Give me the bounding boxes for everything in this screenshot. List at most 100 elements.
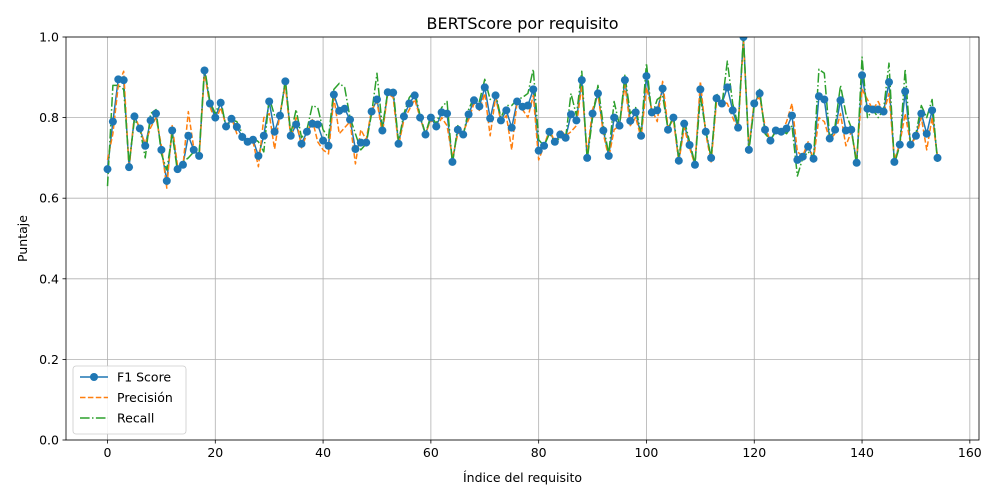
x-tick-label: 60 — [423, 445, 439, 460]
f1-score-point — [232, 122, 241, 131]
y-tick-label: 1.0 — [39, 30, 59, 45]
f1-score-point — [189, 145, 198, 154]
f1-score-point — [319, 136, 328, 145]
y-tick-label: 0.8 — [39, 110, 59, 125]
f1-score-point — [766, 136, 775, 145]
f1-score-point — [292, 120, 301, 129]
f1-score-point — [750, 99, 759, 108]
f1-score-point — [340, 104, 349, 113]
x-tick-label: 160 — [958, 445, 982, 460]
f1-score-point — [475, 102, 484, 111]
f1-score-point — [103, 165, 112, 174]
f1-score-point — [222, 122, 231, 131]
f1-score-point — [507, 123, 516, 132]
f1-score-point — [125, 163, 134, 172]
f1-score-point — [820, 95, 829, 104]
f1-score-point — [701, 127, 710, 136]
f1-score-point — [389, 88, 398, 97]
f1-score-point — [119, 76, 128, 85]
f1-score-point — [486, 114, 495, 123]
f1-score-point — [362, 138, 371, 147]
x-axis-label: Índice del requisito — [463, 470, 582, 485]
f1-score-point — [928, 106, 937, 115]
f1-score-point — [577, 76, 586, 85]
f1-score-point — [620, 76, 629, 85]
f1-score-point — [890, 157, 899, 166]
f1-score-point — [469, 96, 478, 105]
legend-label: Precisión — [117, 390, 173, 405]
legend-box — [72, 365, 187, 435]
f1-score-point — [858, 71, 867, 80]
f1-score-point — [782, 124, 791, 133]
f1-score-point — [933, 153, 942, 162]
series-line-precisi-n — [106, 40, 939, 189]
f1-score-point — [443, 109, 452, 118]
f1-score-point — [712, 94, 721, 103]
f1-score-point — [642, 72, 651, 81]
f1-score-point — [448, 157, 457, 166]
f1-score-point — [184, 131, 193, 140]
f1-score-point — [798, 152, 807, 161]
f1-score-point — [205, 99, 214, 108]
f1-score-point — [491, 91, 500, 100]
f1-score-point — [211, 113, 220, 122]
y-axis-label: Puntaje — [15, 215, 30, 262]
f1-score-point — [513, 97, 522, 106]
f1-score-point — [588, 109, 597, 118]
f1-score-point — [351, 145, 360, 154]
f1-score-point — [717, 99, 726, 108]
f1-score-point — [917, 109, 926, 118]
f1-score-point — [405, 99, 414, 108]
f1-score-point — [739, 37, 748, 41]
f1-score-point — [157, 145, 166, 154]
f1-score-point — [583, 153, 592, 162]
f1-score-point — [410, 91, 419, 100]
series-line-recall — [106, 37, 939, 187]
f1-score-point — [426, 113, 435, 122]
x-tick-label: 20 — [207, 445, 223, 460]
f1-score-point — [911, 131, 920, 140]
f1-score-point — [728, 106, 737, 115]
f1-score-point — [674, 156, 683, 165]
f1-score-point — [270, 127, 279, 136]
f1-score-point — [238, 132, 247, 141]
f1-score-point — [669, 113, 678, 122]
f1-score-point — [329, 90, 338, 99]
f1-score-point — [421, 130, 430, 139]
f1-score-point — [847, 125, 856, 134]
f1-score-point — [852, 158, 861, 167]
f1-score-point — [761, 125, 770, 134]
f1-score-point — [831, 125, 840, 134]
f1-score-point — [372, 95, 381, 104]
f1-score-point — [464, 110, 473, 119]
f1-score-point — [685, 141, 694, 150]
f1-score-point — [432, 122, 441, 131]
f1-score-point — [254, 151, 263, 160]
f1-score-point — [637, 131, 646, 140]
f1-score-point — [227, 114, 236, 123]
f1-score-point — [523, 101, 532, 110]
f1-score-point — [599, 126, 608, 135]
f1-score-point — [631, 108, 640, 117]
x-tick-label: 120 — [742, 445, 766, 460]
f1-score-point — [664, 125, 673, 134]
f1-score-point — [178, 160, 187, 169]
x-tick-label: 80 — [531, 445, 547, 460]
f1-score-point — [378, 126, 387, 135]
f1-score-point — [313, 120, 322, 129]
f1-score-point — [459, 130, 468, 139]
y-tick-label: 0.6 — [39, 191, 59, 206]
f1-score-point — [173, 165, 182, 174]
f1-score-point — [610, 113, 619, 122]
x-tick-label: 40 — [315, 445, 331, 460]
series-group — [103, 37, 942, 189]
f1-score-point — [604, 151, 613, 160]
f1-score-point — [480, 83, 489, 92]
f1-score-point — [259, 131, 268, 140]
f1-score-point — [723, 83, 732, 92]
f1-score-point — [809, 154, 818, 163]
f1-score-point — [502, 106, 511, 115]
y-tick-label: 0.4 — [39, 271, 59, 286]
f1-score-point — [275, 111, 284, 120]
